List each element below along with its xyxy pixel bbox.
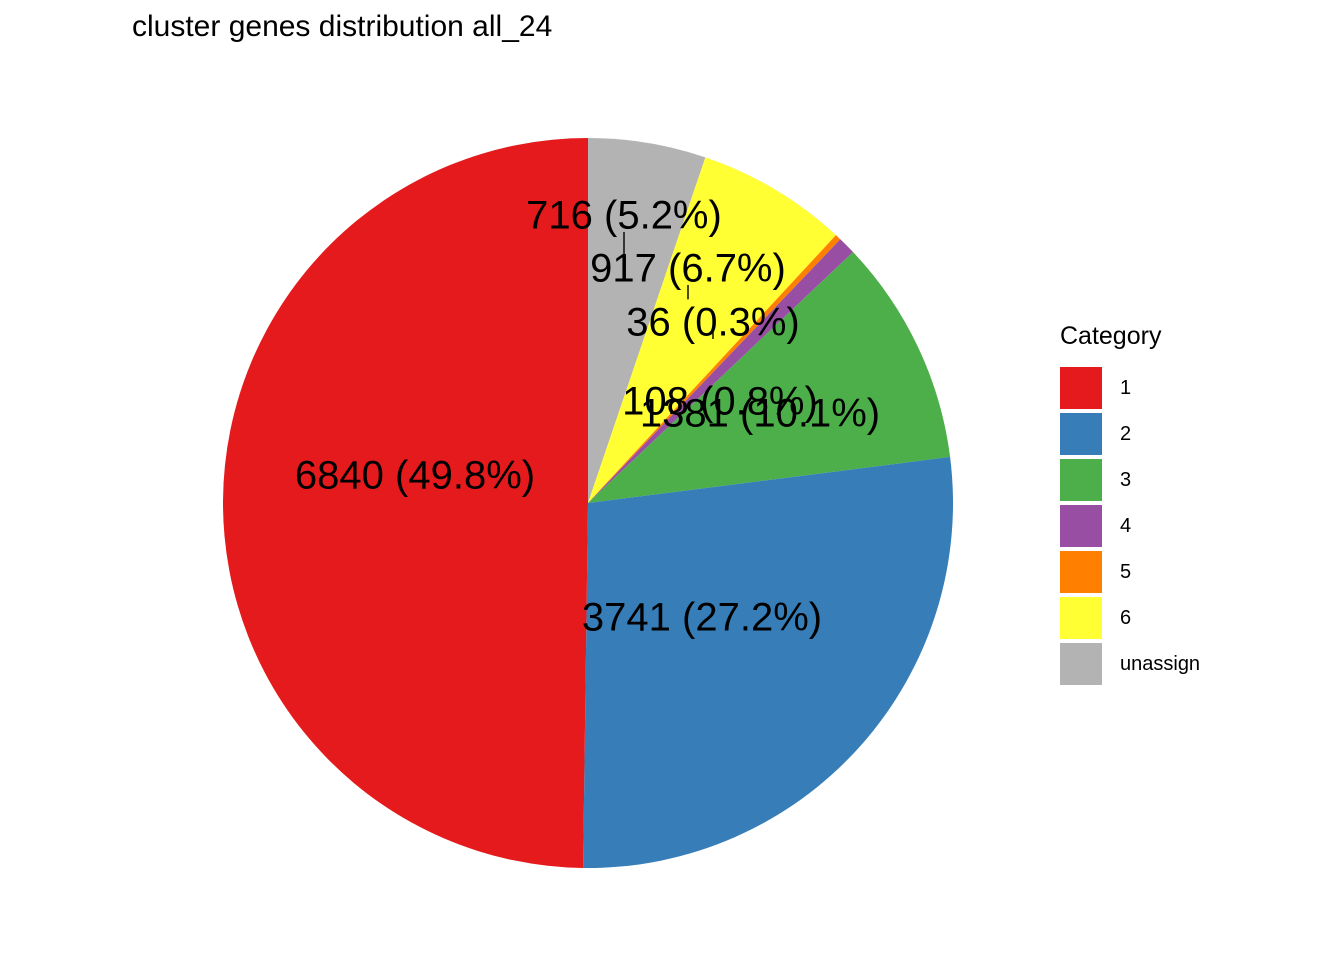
chart-title: cluster genes distribution all_24	[132, 10, 553, 43]
legend-swatch	[1060, 505, 1102, 547]
legend-label: 6	[1120, 606, 1132, 629]
pie-slice-unassign	[588, 138, 706, 503]
legend-swatch	[1060, 459, 1102, 501]
legend-label: 3	[1120, 468, 1132, 491]
legend-item-4: 4	[1060, 503, 1200, 549]
legend-label: 5	[1120, 560, 1132, 583]
pie-slice-2	[583, 456, 953, 868]
legend-swatch	[1060, 551, 1102, 593]
legend-swatch	[1060, 413, 1102, 455]
pie-slice-6	[588, 157, 836, 503]
legend-label: 2	[1120, 422, 1132, 445]
slice-label-6: 917 (6.7%)	[590, 247, 786, 291]
pie-slice-4	[588, 239, 854, 503]
pie-slice-5	[588, 235, 841, 503]
slice-label-unassign: 716 (5.2%)	[526, 194, 722, 238]
slice-label-1: 6840 (49.8%)	[295, 454, 535, 498]
pie-slice-1	[223, 138, 588, 868]
pie-labels: 716 (5.2%) 917 (6.7%) 36 (0.3%) 108 (0.8%)1…	[295, 194, 880, 640]
pie-slices	[223, 138, 953, 868]
slice-label-5: 36 (0.3%)	[626, 301, 799, 345]
slice-label-2: 3741 (27.2%)	[582, 596, 822, 640]
slice-label-3: 1381 (10.1%)	[640, 392, 880, 436]
legend-item-5: 5	[1060, 549, 1200, 595]
legend-item-1: 1	[1060, 365, 1200, 411]
legend-swatch	[1060, 597, 1102, 639]
legend-item-3: 3	[1060, 457, 1200, 503]
legend-label: 1	[1120, 376, 1132, 399]
pie-slice-3	[588, 252, 951, 503]
legend-swatch	[1060, 643, 1102, 685]
label-leader-lines	[623, 232, 714, 339]
legend: Category 1 2 3 4 5 6 unassign	[1060, 322, 1200, 687]
legend-item-2: 2	[1060, 411, 1200, 457]
legend-swatch	[1060, 367, 1102, 409]
legend-items: 1 2 3 4 5 6 unassign	[1060, 365, 1200, 687]
legend-item-unassign: unassign	[1060, 641, 1200, 687]
slice-label-4: 108 (0.8%)	[622, 380, 818, 424]
legend-label: unassign	[1120, 652, 1201, 675]
legend-label: 4	[1120, 514, 1132, 537]
legend-title: Category	[1060, 322, 1162, 350]
legend-item-6: 6	[1060, 595, 1200, 641]
